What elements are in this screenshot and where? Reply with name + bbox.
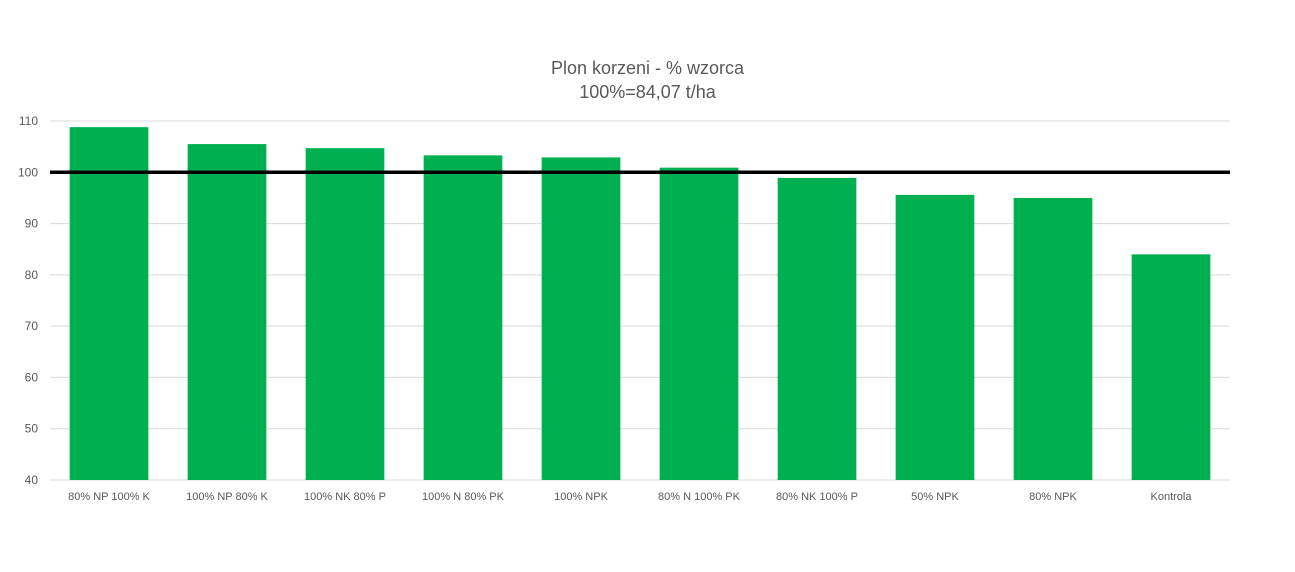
- x-tick-label: 100% N 80% PK: [422, 491, 505, 503]
- x-tick-label: 80% N 100% PK: [658, 491, 741, 503]
- x-tick-label: 100% NK 80% P: [304, 491, 386, 503]
- y-tick-label: 100: [18, 165, 38, 179]
- y-tick-label: 50: [25, 422, 39, 436]
- chart-subtitle: 100%=84,07 t/ha: [579, 82, 716, 102]
- bar: [69, 127, 149, 480]
- bar: [187, 144, 267, 481]
- y-tick-label: 80: [25, 268, 39, 282]
- x-tick-label: Kontrola: [1151, 491, 1193, 503]
- x-tick-label: 100% NP 80% K: [186, 491, 268, 503]
- x-tick-label: 100% NPK: [554, 491, 608, 503]
- bar: [305, 148, 385, 480]
- bar: [1013, 197, 1093, 480]
- x-tick-label: 80% NP 100% K: [68, 491, 150, 503]
- y-tick-label: 60: [25, 370, 39, 384]
- bar: [541, 157, 621, 481]
- y-tick-label: 40: [25, 473, 39, 487]
- bar: [1131, 254, 1211, 480]
- bar: [777, 177, 857, 481]
- bar: [895, 194, 975, 480]
- x-tick-label: 50% NPK: [911, 491, 959, 503]
- bar: [423, 155, 503, 480]
- y-tick-label: 70: [25, 319, 39, 333]
- bar: [659, 167, 739, 481]
- y-tick-label: 110: [19, 114, 38, 128]
- chart-title: Plon korzeni - % wzorca: [550, 58, 745, 78]
- y-tick-label: 90: [25, 217, 39, 231]
- x-tick-label: 80% NPK: [1029, 491, 1077, 503]
- x-tick-label: 80% NK 100% P: [776, 491, 858, 503]
